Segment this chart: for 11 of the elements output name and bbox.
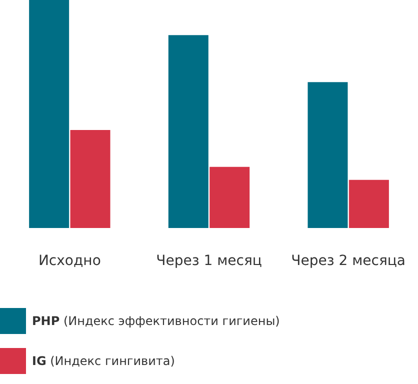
- bar: [308, 82, 348, 228]
- x-tick-label: Через 1 месяц: [156, 253, 262, 269]
- legend-label: IG (Индекс гингивита): [32, 354, 175, 368]
- bar: [168, 35, 208, 228]
- bar: [29, 0, 70, 228]
- x-tick-label: Через 2 месяца: [291, 253, 406, 269]
- bar: [348, 180, 389, 228]
- legend-label: PHP (Индекс эффективности гигиены): [32, 314, 280, 328]
- bar: [210, 166, 250, 228]
- bar: [70, 130, 110, 228]
- x-tick-label: Исходно: [38, 253, 101, 269]
